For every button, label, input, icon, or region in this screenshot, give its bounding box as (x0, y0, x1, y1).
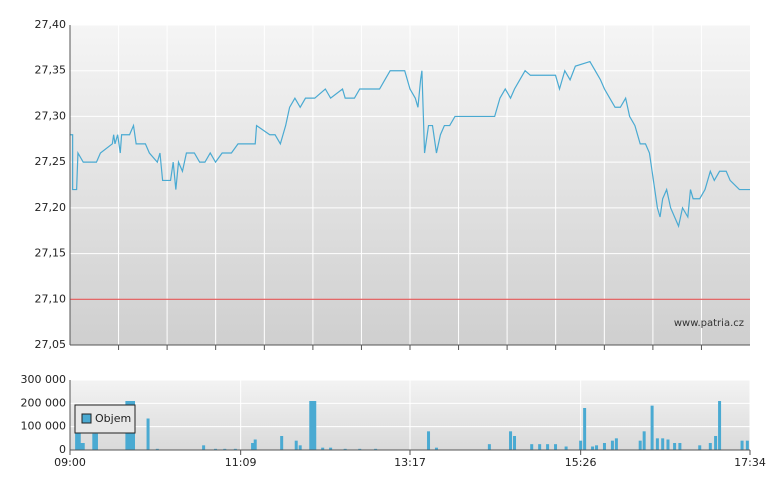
legend-label: Objem (95, 412, 131, 425)
legend-swatch (81, 413, 92, 424)
volume-bar (666, 439, 670, 450)
volume-bar (661, 438, 665, 450)
volume-bar (155, 448, 159, 450)
volume-bar (253, 439, 257, 450)
volume-bar (358, 448, 362, 450)
volume-bar (708, 443, 712, 450)
volume-bar (614, 438, 618, 450)
watermark: www.patria.cz (674, 318, 744, 329)
volume-bar (602, 443, 606, 450)
volume-bar (294, 440, 298, 450)
x-tick-label: 11:09 (225, 456, 257, 469)
volume-bar (233, 448, 237, 450)
volume-bar (487, 444, 491, 450)
volume-bar (434, 447, 438, 450)
y-tick-label: 27,20 (35, 201, 67, 214)
volume-bar (583, 408, 587, 450)
x-tick-label: 17:34 (734, 456, 766, 469)
x-tick-label: 09:00 (54, 456, 86, 469)
volume-bar (718, 401, 722, 450)
volume-bar (329, 447, 333, 450)
volume-bar (321, 447, 325, 450)
volume-bar (509, 431, 513, 450)
volume-bar (79, 443, 83, 450)
y-tick-label: 300 000 (21, 373, 67, 386)
volume-bar (202, 445, 206, 450)
price-line (70, 60, 750, 229)
volume-bar (673, 443, 677, 450)
volume-bar (740, 440, 744, 450)
volume-bar (698, 445, 702, 450)
y-tick-label: 27,25 (35, 155, 67, 168)
volume-bar (92, 433, 96, 450)
volume-bar (642, 431, 646, 450)
y-tick-label: 200 000 (21, 396, 67, 409)
y-tick-label: 0 (59, 443, 66, 456)
volume-bar (214, 448, 218, 450)
x-tick-label: 13:17 (394, 456, 426, 469)
volume-bar (579, 440, 583, 450)
y-tick-label: 27,05 (35, 338, 67, 351)
volume-bar (678, 443, 682, 450)
volume-bar (298, 445, 302, 450)
volume-bar (595, 445, 599, 450)
y-tick-label: 100 000 (21, 420, 67, 433)
volume-bar (650, 405, 654, 450)
volume-bar (745, 440, 749, 450)
volume-bar (223, 448, 227, 450)
volume-bar (554, 444, 558, 450)
x-tick-label: 15:26 (565, 456, 597, 469)
volume-bar (638, 440, 642, 450)
volume-bar (610, 440, 614, 450)
volume-bar (530, 444, 534, 450)
volume-bar (343, 448, 347, 450)
volume-bar (546, 444, 550, 450)
volume-bar (427, 431, 431, 450)
volume-bar (564, 446, 568, 450)
y-tick-label: 27,40 (35, 18, 67, 31)
volume-bar (309, 401, 313, 450)
volume-bar (146, 418, 150, 450)
volume-bar (714, 436, 718, 450)
volume-bar (538, 444, 542, 450)
volume-bar (655, 438, 659, 450)
volume-bar (374, 448, 378, 450)
volume-bar (94, 433, 98, 450)
volume-bar (280, 436, 284, 450)
y-tick-label: 27,10 (35, 292, 67, 305)
volume-bar (313, 401, 317, 450)
y-tick-label: 27,35 (35, 64, 67, 77)
volume-bar (251, 443, 255, 450)
volume-bar (81, 443, 85, 450)
volume-bar (513, 436, 517, 450)
y-tick-label: 27,15 (35, 247, 67, 260)
y-tick-label: 27,30 (35, 109, 67, 122)
volume-bar (591, 446, 595, 450)
